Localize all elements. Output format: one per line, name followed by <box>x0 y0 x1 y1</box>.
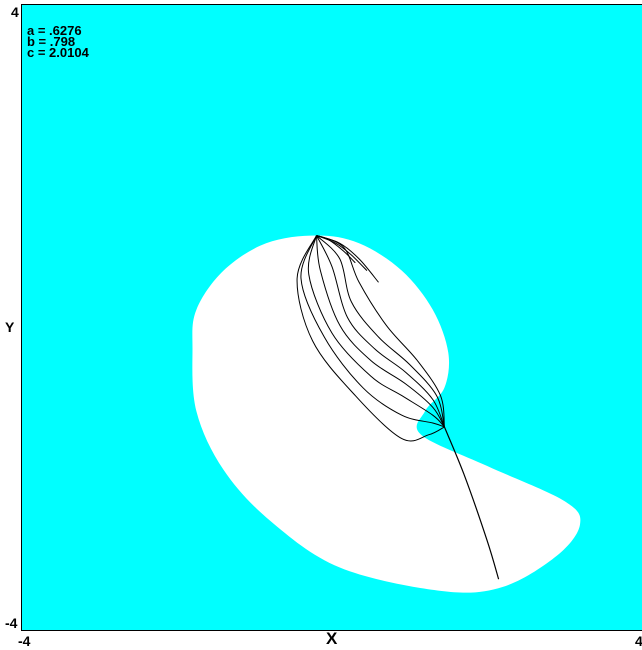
x-axis-label: X <box>326 629 338 648</box>
attractor-orbit <box>296 235 500 580</box>
x-tick-max: 4 <box>635 633 642 649</box>
orbit-curve-9 <box>316 235 356 264</box>
param-b-label: b = .798 <box>27 34 76 49</box>
orbit-curve-8 <box>316 235 368 271</box>
orbit-curve-6 <box>316 235 445 427</box>
y-axis-label: Y <box>5 319 15 335</box>
y-tick-max: 4 <box>11 4 19 20</box>
orbit-curve-3 <box>316 235 445 428</box>
orbit-tail <box>443 426 500 580</box>
param-c-label: c = 2.0104 <box>27 45 89 60</box>
y-tick-min: -4 <box>5 615 18 631</box>
param-a-label: a = .6276 <box>27 23 82 38</box>
plot-svg <box>192 235 581 593</box>
basin-region <box>192 235 581 593</box>
orbit-curve-1 <box>300 235 445 428</box>
orbit-curve-4 <box>316 235 445 428</box>
x-tick-min: -4 <box>18 633 31 649</box>
orbit-curve-2 <box>307 235 445 428</box>
plot-area: a = .6276 b = .798 c = 2.0104 <box>21 4 642 631</box>
orbit-curve-5 <box>316 235 445 428</box>
orbit-curve-0 <box>296 235 445 442</box>
